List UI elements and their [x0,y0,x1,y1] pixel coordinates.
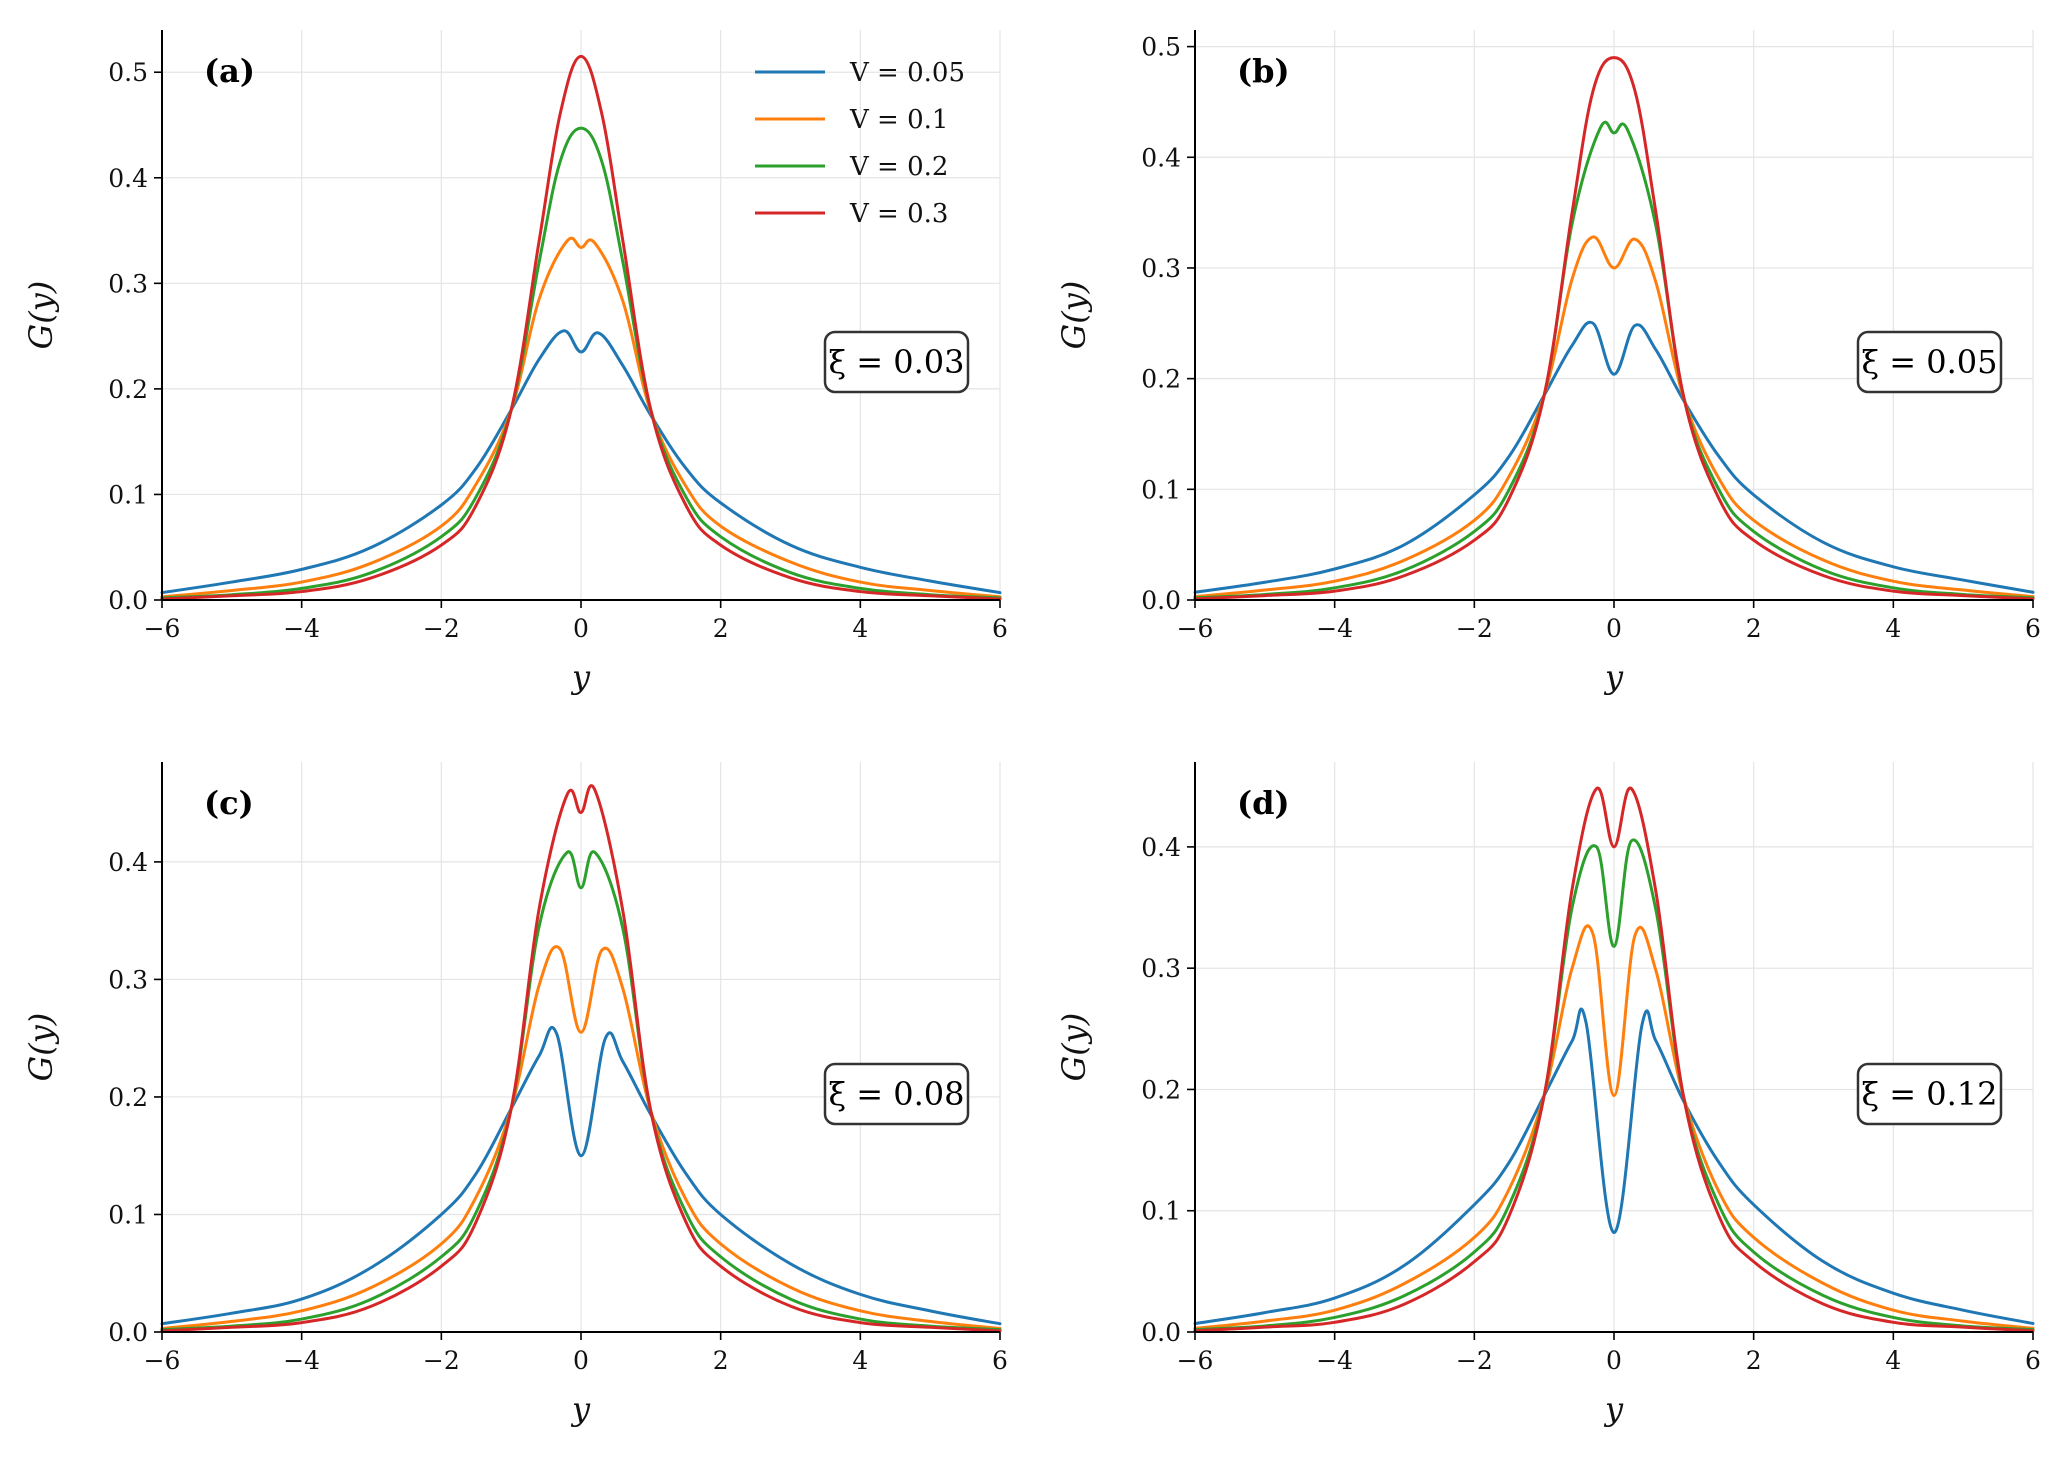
panels-layer: −6 −4 −2 0 2 4 6 0.0 0.1 0.2 0.3 0.4 0.5 y G(y) (a) ξ = … [22,30,2041,1428]
x-tick-label: −4 [283,1346,320,1375]
y-tick-label: 0.2 [108,375,148,404]
x-tick-label: 0 [573,614,589,643]
y-tick-label: 0.1 [108,1200,148,1229]
y-tick-label: 0.3 [1141,954,1181,983]
x-axis-label: y [1603,1390,1624,1428]
xi-annotation: ξ = 0.08 [828,1075,964,1113]
x-tick-label: −6 [1177,614,1214,643]
x-tick-label: 2 [713,1346,729,1375]
series-line [160,126,1002,600]
series-line [1193,786,2035,1333]
series-line [160,54,1002,601]
x-axis-label: y [1603,658,1624,696]
panel-label: (a) [204,52,255,90]
panel-label: (c) [204,784,254,822]
x-tick-label: 2 [713,614,729,643]
y-tick-label: 0.1 [108,480,148,509]
x-axis-label: y [570,1390,591,1428]
series-line [160,945,1002,1330]
y-tick-label: 0.5 [108,58,148,87]
x-tick-label: 0 [573,1346,589,1375]
y-tick-label: 0.0 [1141,1318,1181,1347]
x-tick-label: 4 [852,1346,868,1375]
x-axis-label: y [570,658,591,696]
y-tick-label: 0.0 [1141,586,1181,615]
xi-annotation-box [1856,330,2003,394]
series-line [160,1025,1002,1326]
x-tick-label: −6 [144,1346,181,1375]
x-tick-label: −2 [1456,1346,1493,1375]
panel-c: −6 −4 −2 0 2 4 6 0.0 0.1 0.2 0.3 0.4 y G(y) (c) ξ = 0.0… [22,762,1008,1428]
x-tick-label: 2 [1746,1346,1762,1375]
x-tick-label: −4 [1316,614,1353,643]
y-tick-label: 0.4 [108,164,148,193]
xi-annotation-box [1856,1062,2003,1126]
legend-entry: V = 0.2 [849,152,948,182]
panel-d: −6 −4 −2 0 2 4 6 0.0 0.1 0.2 0.3 0.4 y G(y) (d) ξ = 0.1… [1055,762,2041,1428]
series-line [1193,120,2035,600]
y-axis-label: G(y) [22,1013,60,1082]
y-tick-label: 0.0 [108,1318,148,1347]
y-tick-label: 0.4 [108,848,148,877]
xi-annotation: ξ = 0.12 [1861,1075,1997,1113]
xi-annotation: ξ = 0.05 [1861,343,1997,381]
series-line [160,329,1002,595]
panel-label: (b) [1237,52,1290,90]
xi-annotation-box [823,330,970,394]
legend-entry: V = 0.05 [849,58,965,88]
x-tick-label: 6 [992,614,1008,643]
x-tick-label: 4 [1885,614,1901,643]
x-tick-label: 6 [2025,614,2041,643]
x-tick-label: −2 [423,614,460,643]
x-tick-label: 0 [1606,614,1622,643]
y-tick-label: 0.2 [1141,1075,1181,1104]
series-line [1193,838,2035,1332]
panel-a: −6 −4 −2 0 2 4 6 0.0 0.1 0.2 0.3 0.4 0.5 y G(y) (a) ξ = … [22,30,1008,696]
series-line [160,236,1002,599]
y-tick-label: 0.1 [1141,475,1181,504]
y-axis-label: G(y) [1055,281,1093,350]
y-axis-label: G(y) [1055,1013,1093,1082]
y-tick-label: 0.5 [1141,33,1181,62]
legend-entry: V = 0.1 [849,105,948,135]
x-tick-label: −2 [1456,614,1493,643]
y-tick-label: 0.2 [1141,365,1181,394]
y-tick-label: 0.3 [108,269,148,298]
xi-annotation: ξ = 0.03 [828,343,964,381]
series-line [160,784,1002,1333]
y-tick-label: 0.0 [108,586,148,615]
series-line [1193,320,2035,594]
y-tick-label: 0.3 [1141,254,1181,283]
y-tick-label: 0.1 [1141,1197,1181,1226]
x-tick-label: 0 [1606,1346,1622,1375]
x-tick-label: −6 [144,614,181,643]
x-tick-label: 4 [852,614,868,643]
x-tick-label: −2 [423,1346,460,1375]
xi-annotation-box [823,1062,970,1126]
series-line [1193,56,2035,601]
x-tick-label: 4 [1885,1346,1901,1375]
y-tick-label: 0.4 [1141,143,1181,172]
y-tick-label: 0.3 [108,965,148,994]
series-line [1193,235,2035,599]
series-line [1193,924,2035,1330]
x-tick-label: −4 [283,614,320,643]
legend-entry: V = 0.3 [849,199,948,229]
y-tick-label: 0.4 [1141,833,1181,862]
x-tick-label: −6 [1177,1346,1214,1375]
x-tick-label: 2 [1746,614,1762,643]
x-tick-label: 6 [992,1346,1008,1375]
x-tick-label: −4 [1316,1346,1353,1375]
x-tick-label: 6 [2025,1346,2041,1375]
series-line [160,850,1002,1332]
panel-b: −6 −4 −2 0 2 4 6 0.0 0.1 0.2 0.3 0.4 0.5 y G(y) (b) ξ = … [1055,30,2041,696]
series-line [1193,1007,2035,1326]
y-axis-label: G(y) [22,281,60,350]
y-tick-label: 0.2 [108,1083,148,1112]
panel-label: (d) [1237,784,1290,822]
